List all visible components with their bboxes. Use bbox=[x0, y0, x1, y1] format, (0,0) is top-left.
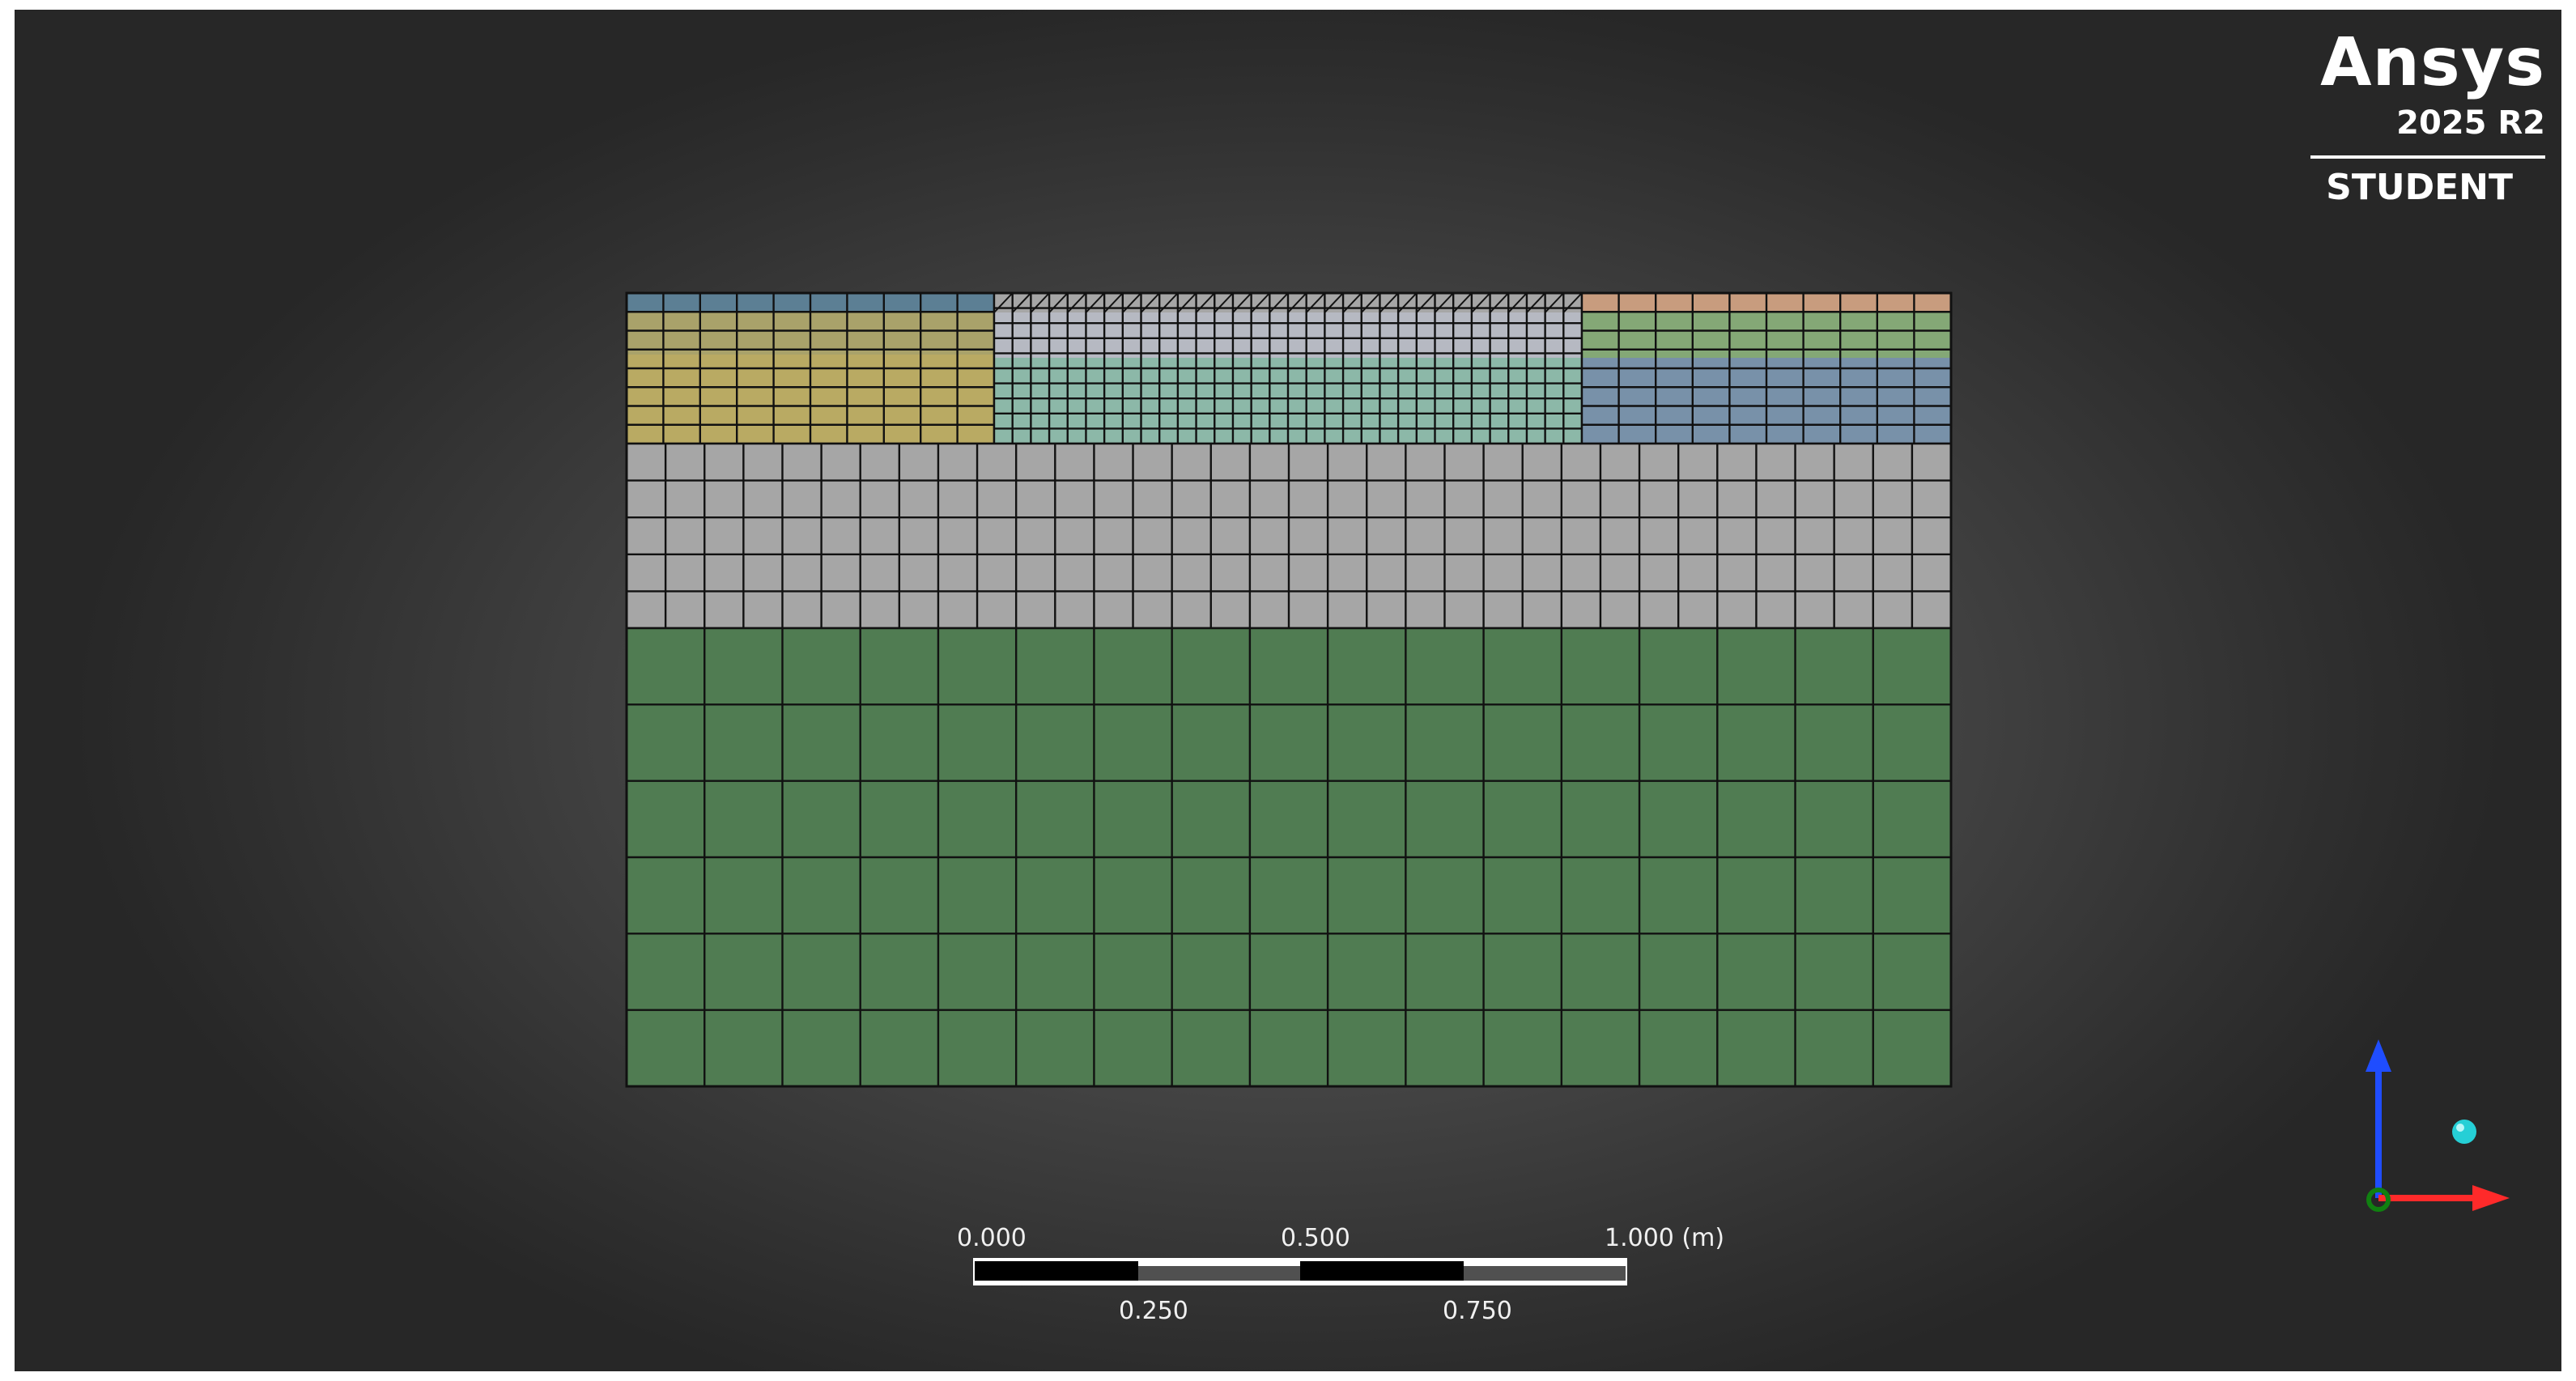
z-axis-origin bbox=[2366, 1188, 2391, 1212]
ansys-branding: Ansys 2025 R2 STUDENT bbox=[2302, 26, 2545, 207]
scale-segment-3 bbox=[1300, 1261, 1464, 1281]
y-axis-arrowhead bbox=[2366, 1039, 2391, 1072]
x-axis-arrowhead bbox=[2472, 1185, 2510, 1211]
ansys-version: 2025 R2 bbox=[2396, 104, 2545, 142]
mesh-outline bbox=[625, 291, 1953, 1088]
scale-label-0750: 0.750 bbox=[1443, 1297, 1512, 1325]
coordinate-triad[interactable] bbox=[2330, 1038, 2516, 1224]
mesh-hatch-middle-top bbox=[993, 292, 1583, 313]
scale-label-0000: 0.000 bbox=[957, 1224, 1027, 1252]
mesh-view[interactable] bbox=[15, 10, 2561, 1371]
triad-sphere bbox=[2452, 1120, 2476, 1144]
triad-sphere-highlight bbox=[2456, 1124, 2464, 1132]
scale-bar: 0.000 0.500 1.000 (m) 0.250 0.750 bbox=[957, 1224, 1724, 1345]
scale-segment-4 bbox=[1464, 1266, 1626, 1281]
scale-label-1000: 1.000 (m) bbox=[1605, 1224, 1725, 1252]
branding-divider bbox=[2310, 155, 2545, 159]
scale-bar-graphic bbox=[973, 1258, 1627, 1285]
ansys-logo-text: Ansys bbox=[2320, 24, 2545, 101]
scale-segment-1 bbox=[975, 1261, 1138, 1281]
ansys-edition: STUDENT bbox=[2326, 167, 2513, 208]
scale-label-0250: 0.250 bbox=[1119, 1297, 1188, 1325]
scale-segment-2 bbox=[1138, 1266, 1300, 1281]
scale-label-0500: 0.500 bbox=[1281, 1224, 1350, 1252]
graphics-viewport[interactable]: Ansys 2025 R2 STUDENT 0.000 0.500 1.000 … bbox=[15, 10, 2561, 1371]
